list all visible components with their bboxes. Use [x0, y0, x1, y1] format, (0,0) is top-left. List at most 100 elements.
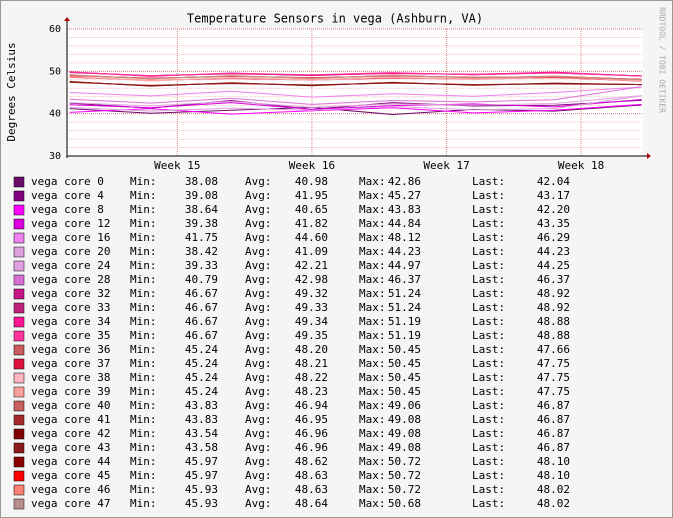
legend-swatch: [13, 260, 25, 272]
legend-swatch: [13, 484, 25, 496]
stat-value: 48.20: [295, 343, 328, 356]
stat-label: Avg:: [245, 175, 272, 188]
stat-label: Last:: [472, 231, 505, 244]
stat-label: Avg:: [245, 273, 272, 286]
stat-value: 39.08: [185, 189, 218, 202]
stat-label: Min:: [130, 427, 157, 440]
stat-value: 38.08: [185, 175, 218, 188]
stat-label: Min:: [130, 357, 157, 370]
stat-label: Last:: [472, 427, 505, 440]
legend-label: vega core 38: [31, 371, 110, 384]
stat-value: 46.96: [295, 441, 328, 454]
stat-label: Max:: [359, 371, 386, 384]
stat-value: 51.24: [388, 287, 421, 300]
stat-value: 46.96: [295, 427, 328, 440]
legend-label: vega core 39: [31, 385, 110, 398]
stat-value: 47.75: [537, 357, 570, 370]
stat-value: 41.75: [185, 231, 218, 244]
legend-swatch: [13, 358, 25, 370]
data-line: [69, 71, 642, 77]
stat-label: Min:: [130, 287, 157, 300]
stat-label: Max:: [359, 483, 386, 496]
stat-value: 44.97: [388, 259, 421, 272]
stat-value: 40.65: [295, 203, 328, 216]
stat-label: Avg:: [245, 497, 272, 510]
legend-label: vega core 16: [31, 231, 110, 244]
legend-label: vega core 42: [31, 427, 110, 440]
stat-label: Min:: [130, 441, 157, 454]
stat-value: 49.08: [388, 413, 421, 426]
stat-label: Max:: [359, 231, 386, 244]
stat-label: Last:: [472, 189, 505, 202]
legend-label: vega core 35: [31, 329, 110, 342]
stat-value: 49.06: [388, 399, 421, 412]
legend-swatch: [13, 414, 25, 426]
stat-label: Min:: [130, 245, 157, 258]
stat-value: 42.98: [295, 273, 328, 286]
stat-label: Min:: [130, 301, 157, 314]
legend-label: vega core 0: [31, 175, 104, 188]
legend-swatch: [13, 218, 25, 230]
stat-value: 41.95: [295, 189, 328, 202]
data-line: [69, 74, 642, 81]
stat-label: Last:: [472, 329, 505, 342]
stat-label: Last:: [472, 217, 505, 230]
stat-label: Avg:: [245, 399, 272, 412]
stat-value: 45.27: [388, 189, 421, 202]
stat-label: Min:: [130, 483, 157, 496]
legend-label: vega core 43: [31, 441, 110, 454]
stat-label: Last:: [472, 385, 505, 398]
stat-value: 45.24: [185, 357, 218, 370]
legend-swatch: [13, 232, 25, 244]
stat-label: Last:: [472, 483, 505, 496]
stat-label: Avg:: [245, 287, 272, 300]
stat-value: 44.84: [388, 217, 421, 230]
stat-label: Last:: [472, 497, 505, 510]
data-line: [69, 81, 642, 87]
stat-value: 40.98: [295, 175, 328, 188]
stat-value: 48.92: [537, 287, 570, 300]
legend-swatch: [13, 302, 25, 314]
stat-label: Min:: [130, 203, 157, 216]
legend-label: vega core 8: [31, 203, 104, 216]
stat-value: 50.72: [388, 483, 421, 496]
stat-label: Max:: [359, 301, 386, 314]
stat-value: 46.95: [295, 413, 328, 426]
legend-label: vega core 36: [31, 343, 110, 356]
stat-label: Max:: [359, 273, 386, 286]
stat-value: 46.94: [295, 399, 328, 412]
stat-label: Avg:: [245, 371, 272, 384]
stat-label: Max:: [359, 385, 386, 398]
stat-value: 45.97: [185, 455, 218, 468]
stat-value: 44.25: [537, 259, 570, 272]
legend-label: vega core 37: [31, 357, 110, 370]
data-line: [69, 98, 642, 110]
stat-value: 48.22: [295, 371, 328, 384]
legend-swatch: [13, 344, 25, 356]
stat-label: Min:: [130, 175, 157, 188]
stat-value: 42.20: [537, 203, 570, 216]
legend-swatch: [13, 316, 25, 328]
stat-value: 45.24: [185, 371, 218, 384]
stat-value: 45.97: [185, 469, 218, 482]
stat-value: 40.79: [185, 273, 218, 286]
stat-label: Max:: [359, 329, 386, 342]
stat-value: 45.24: [185, 385, 218, 398]
stat-label: Min:: [130, 343, 157, 356]
stat-label: Min:: [130, 259, 157, 272]
legend-label: vega core 24: [31, 259, 111, 272]
legend-swatch: [13, 428, 25, 440]
legend-swatch: [13, 470, 25, 482]
watermark: RRDTOOL / TOBI OETIKER: [658, 7, 667, 113]
legend-label: vega core 41: [31, 413, 110, 426]
stat-value: 50.45: [388, 371, 421, 384]
legend-label: vega core 34: [31, 315, 111, 328]
data-line: [69, 95, 642, 112]
stat-label: Avg:: [245, 385, 272, 398]
stat-label: Min:: [130, 413, 157, 426]
stat-label: Avg:: [245, 259, 272, 272]
stat-label: Avg:: [245, 217, 272, 230]
stat-label: Min:: [130, 231, 157, 244]
stat-value: 48.88: [537, 315, 570, 328]
legend-swatch: [13, 204, 25, 216]
